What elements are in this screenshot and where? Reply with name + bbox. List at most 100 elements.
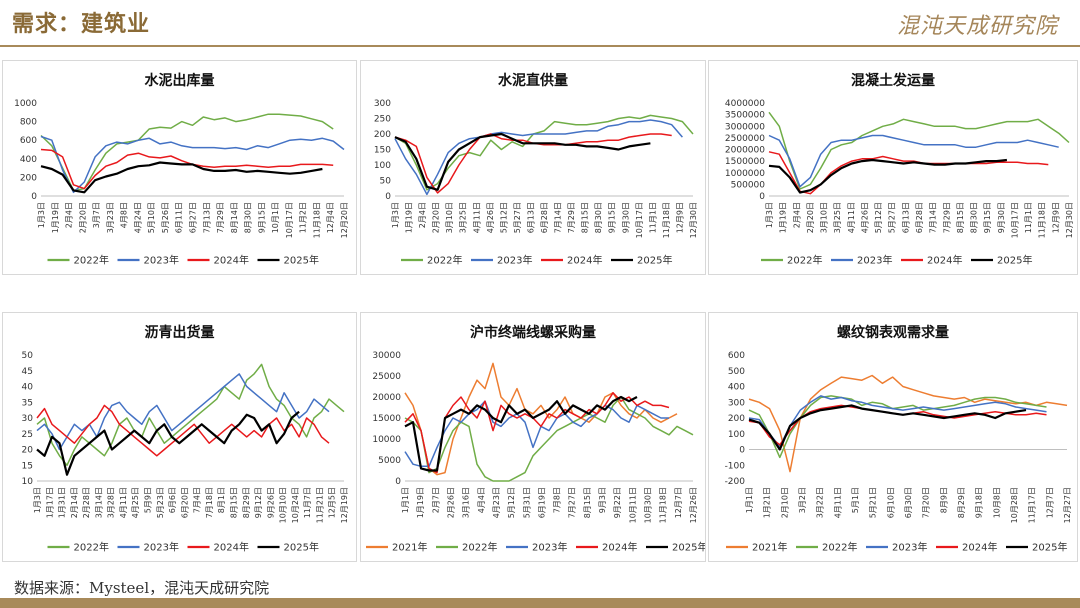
legend-item-2023: 2023年 [471, 254, 532, 267]
y-tick-label: 50 [22, 351, 34, 361]
x-tick-label: 1月21日 [763, 487, 772, 518]
x-tick-label: 8月29日 [957, 487, 966, 518]
x-tick-label: 4月11日 [472, 202, 481, 233]
y-tick-label: 600 [20, 136, 37, 146]
x-tick-label: 3月23日 [106, 202, 115, 233]
x-tick-label: 7月13日 [202, 202, 211, 233]
x-tick-label: 11月18日 [312, 202, 321, 238]
x-tick-label: 9月26日 [266, 487, 275, 518]
x-tick-label: 11月2日 [299, 202, 308, 233]
x-tick-label: 5月26日 [161, 202, 170, 233]
y-tick-label: 0 [31, 192, 37, 202]
x-tick-label: 3月7日 [92, 202, 101, 228]
x-tick-label: 8月9日 [939, 487, 948, 513]
x-tick-label: 6月13日 [901, 202, 910, 233]
legend-label: 2022年 [74, 254, 109, 267]
x-tick-label: 10月24日 [291, 487, 300, 523]
x-tick-label: 1月19日 [405, 202, 414, 233]
y-tick-label: 1500000 [725, 157, 765, 167]
legend-item-2023: 2023年 [866, 541, 927, 554]
y-tick-label: -200 [725, 477, 746, 487]
y-tick-label: 0 [385, 192, 391, 202]
chart-title: 沪市终端线螺采购量 [470, 324, 596, 341]
x-tick-label: 6月10日 [886, 487, 895, 518]
y-tick-label: 10000 [372, 435, 401, 445]
x-tick-label: 12月19日 [340, 487, 349, 523]
x-tick-label: 10月8日 [992, 487, 1001, 518]
x-tick-label: 3月25日 [459, 202, 468, 233]
x-tick-label: 10月17日 [1010, 202, 1019, 238]
chart-svg: 水泥出库量 0 200 400 600 800 1000 1月3日 1月19日 2月4日 2月20日… [14, 72, 349, 267]
y-tick-label: 3000000 [725, 122, 765, 132]
legend-item-2022: 2022年 [436, 541, 497, 554]
header-divider [0, 45, 1080, 47]
x-tick-label: 6月27日 [189, 202, 198, 233]
series-line-2023 [768, 134, 1059, 188]
series-line-2022 [768, 111, 1070, 190]
x-tick-label: 12月9日 [675, 202, 684, 233]
series-line-2024 [768, 151, 1049, 195]
y-tick-label: 25000 [372, 372, 401, 382]
chart-title: 水泥直供量 [498, 72, 568, 89]
chart-svg: 沪市终端线螺采购量 0 5000 10000 15000 20000 25000 30000 1… [366, 324, 705, 554]
x-tick-label: 7月4日 [193, 487, 202, 513]
legend-item-2022: 2022年 [47, 254, 109, 267]
x-tick-label: 3月10日 [445, 202, 454, 233]
series-line-2025 [394, 132, 651, 191]
legend-item-2025: 2025年 [257, 541, 319, 554]
series-line-2025 [40, 161, 323, 194]
x-tick-label: 8月30日 [970, 202, 979, 233]
x-tick-label: 5月23日 [156, 487, 165, 518]
x-tick-label: 8月1日 [217, 487, 226, 513]
x-tick-label: 12月4日 [326, 202, 335, 233]
y-tick-label: 0 [759, 192, 765, 202]
x-tick-label: 9月12日 [254, 487, 263, 518]
x-tick-label: 3月25日 [833, 202, 842, 233]
x-tick-label: 8月30日 [594, 202, 603, 233]
series-line-2025 [404, 395, 638, 472]
x-tick-label: 5月27日 [513, 202, 522, 233]
x-tick-label: 2月7日 [431, 487, 440, 513]
legend-item-2024: 2024年 [187, 541, 249, 554]
y-tick-label: 800 [20, 118, 37, 128]
x-tick-label: 2月20日 [806, 202, 815, 233]
x-tick-label: 6月6日 [168, 487, 177, 513]
legend-label: 2023年 [144, 254, 179, 267]
x-tick-label: 2月26日 [446, 487, 455, 518]
y-tick-label: 250 [374, 115, 391, 125]
x-tick-label: 7月14日 [929, 202, 938, 233]
x-tick-label: 9月22日 [613, 487, 622, 518]
x-tick-label: 4月26日 [860, 202, 869, 233]
legend-item-2023: 2023年 [506, 541, 567, 554]
x-tick-label: 10月28日 [1010, 487, 1019, 523]
y-tick-label: 300 [728, 398, 745, 408]
x-tick-label: 5月12日 [874, 202, 883, 233]
x-tick-label: 5月10日 [147, 202, 156, 233]
x-tick-label: 11月18日 [662, 202, 671, 238]
y-tick-label: 200 [728, 414, 745, 424]
legend-item-2023: 2023年 [831, 254, 892, 267]
x-tick-label: 9月3日 [598, 487, 607, 513]
x-tick-label: 4月4日 [477, 487, 486, 513]
x-tick-label: 7月8日 [553, 487, 562, 513]
y-tick-label: 200 [20, 173, 37, 183]
legend-label: 2023年 [497, 254, 532, 267]
legend-item-2021: 2021年 [366, 541, 427, 554]
chart-panel-shanghai-rebar-purchase: 沪市终端线螺采购量 0 5000 10000 15000 20000 25000 30000 1… [360, 312, 706, 562]
x-tick-label: 11月1日 [1024, 202, 1033, 233]
series-line-2025 [768, 158, 1008, 194]
x-tick-label: 5月12日 [507, 487, 516, 518]
x-tick-label: 6月28日 [915, 202, 924, 233]
series-line-2024 [36, 404, 330, 457]
x-tick-label: 2月20日 [78, 202, 87, 233]
x-tick-label: 11月21日 [315, 487, 324, 523]
y-tick-label: 0 [395, 477, 401, 487]
legend-label: 2023年 [857, 254, 892, 267]
y-tick-label: 30 [22, 414, 34, 424]
legend-item-2024: 2024年 [901, 254, 962, 267]
x-tick-label: 5月21日 [869, 487, 878, 518]
x-tick-label: 6月30日 [904, 487, 913, 518]
x-tick-label: 3月28日 [107, 487, 116, 518]
x-tick-label: 9月30日 [621, 202, 630, 233]
